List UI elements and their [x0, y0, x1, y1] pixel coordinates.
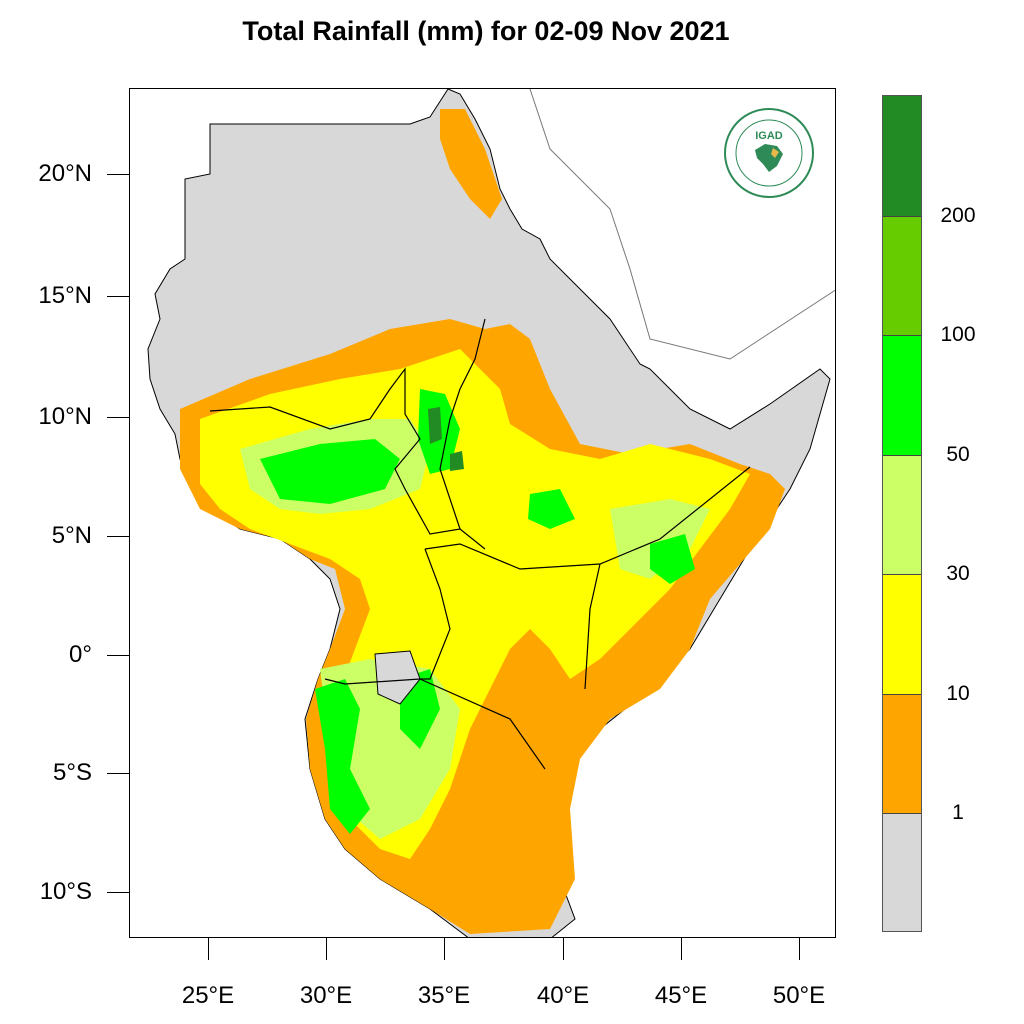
- lon-tick: [681, 938, 682, 960]
- colorbar-segment: [883, 455, 921, 574]
- lon-tick: [444, 938, 445, 960]
- lat-label: 0°: [69, 641, 92, 668]
- lon-tick: [326, 938, 327, 960]
- lat-tick: [107, 417, 129, 418]
- lon-label: 30°E: [299, 982, 353, 1009]
- lat-label: 10°S: [39, 878, 92, 905]
- lon-label: 50°E: [772, 982, 826, 1009]
- colorbar-label: 10: [946, 682, 970, 705]
- igad-logo: IGAD: [717, 106, 821, 200]
- lon-tick: [208, 938, 209, 960]
- lat-label: 15°N: [38, 282, 92, 309]
- lat-tick: [107, 773, 129, 774]
- colorbar-label: 30: [946, 562, 970, 585]
- colorbar-segment: [883, 574, 921, 694]
- region-over-200mm: [428, 407, 464, 471]
- colorbar-segment: [883, 694, 921, 813]
- arabia-coast: [529, 89, 835, 360]
- lon-label: 35°E: [417, 982, 471, 1009]
- lat-tick: [107, 655, 129, 656]
- colorbar-label: 100: [940, 323, 976, 346]
- lat-label: 5°S: [53, 759, 92, 786]
- lon-tick: [799, 938, 800, 960]
- colorbar-segment: [883, 335, 921, 455]
- country-borders: [209, 318, 751, 770]
- lon-label: 25°E: [181, 982, 235, 1009]
- lat-tick: [107, 536, 129, 537]
- lat-label: 5°N: [51, 522, 92, 549]
- lat-tick: [107, 892, 129, 893]
- colorbar-label: 1: [952, 801, 964, 824]
- colorbar-label: 50: [946, 443, 970, 466]
- colorbar-segment: [883, 96, 921, 216]
- colorbar-segment: [883, 813, 921, 931]
- lon-label: 40°E: [536, 982, 590, 1009]
- colorbar-label: 200: [940, 204, 976, 227]
- rainfall-map: [129, 88, 836, 938]
- lake-victoria: [374, 650, 421, 705]
- map-title: Total Rainfall (mm) for 02-09 Nov 2021: [242, 16, 730, 46]
- lat-label: 20°N: [38, 160, 92, 187]
- logo-text: IGAD: [755, 130, 783, 142]
- lon-label: 45°E: [654, 982, 708, 1009]
- lat-tick: [107, 174, 129, 175]
- colorbar: [882, 95, 922, 932]
- lon-tick: [563, 938, 564, 960]
- colorbar-segment: [883, 216, 921, 335]
- lat-label: 10°N: [38, 403, 92, 430]
- region-30-50mm: [240, 419, 710, 839]
- lat-tick: [107, 296, 129, 297]
